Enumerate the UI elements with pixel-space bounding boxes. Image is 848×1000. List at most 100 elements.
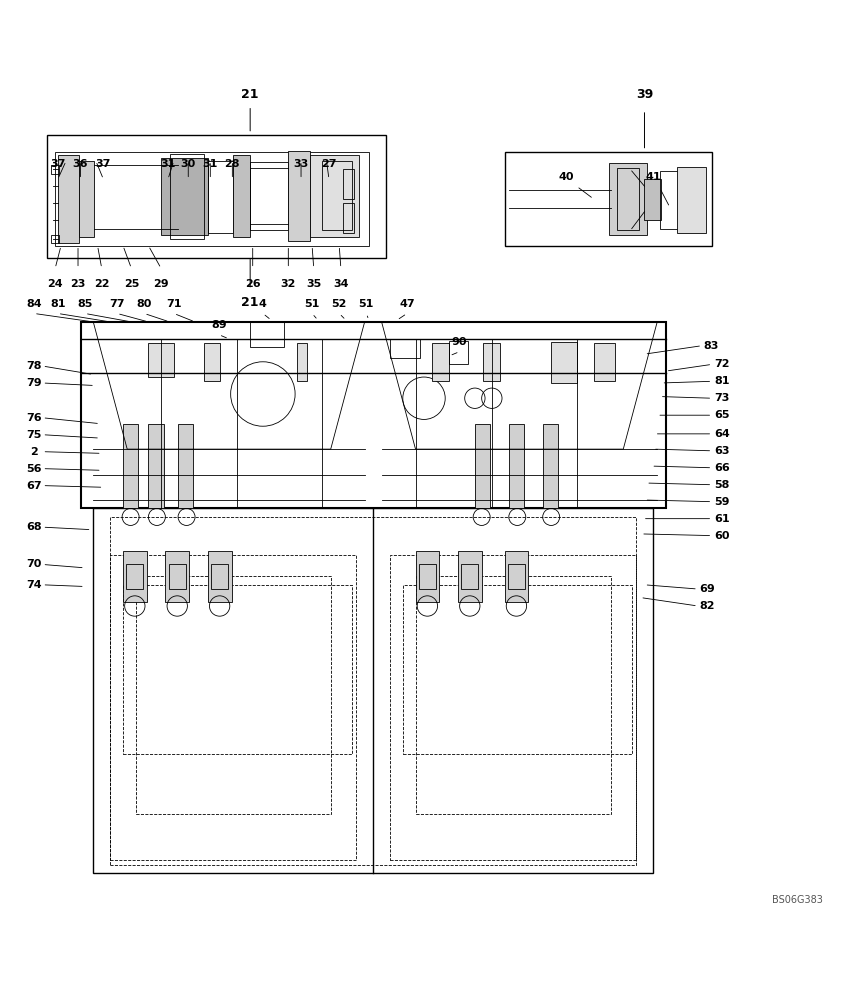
Text: 75: 75 xyxy=(26,430,42,440)
Bar xyxy=(660,171,678,229)
Text: 63: 63 xyxy=(714,446,729,456)
Text: 32: 32 xyxy=(281,279,296,289)
Text: 65: 65 xyxy=(714,410,729,420)
Text: 31: 31 xyxy=(160,159,176,169)
Bar xyxy=(458,551,482,602)
Bar xyxy=(609,163,647,235)
Text: BS06G383: BS06G383 xyxy=(772,895,823,905)
Bar xyxy=(126,564,143,589)
Text: 21: 21 xyxy=(242,296,259,309)
Text: 37: 37 xyxy=(96,159,111,169)
Bar xyxy=(390,555,636,860)
Text: 68: 68 xyxy=(26,522,42,532)
Text: 36: 36 xyxy=(73,159,88,169)
Bar xyxy=(475,424,490,508)
Text: 4: 4 xyxy=(259,299,267,309)
Text: 78: 78 xyxy=(26,361,42,371)
Bar xyxy=(644,179,661,220)
Bar xyxy=(449,341,468,364)
Bar xyxy=(148,343,174,377)
Text: 82: 82 xyxy=(700,601,715,611)
Bar xyxy=(508,564,525,589)
Bar xyxy=(509,424,524,508)
Bar xyxy=(250,322,284,347)
Text: 47: 47 xyxy=(399,299,415,309)
Bar xyxy=(161,158,208,235)
Bar xyxy=(297,343,307,381)
Text: 28: 28 xyxy=(225,159,240,169)
Text: 30: 30 xyxy=(181,159,196,169)
Text: 77: 77 xyxy=(109,299,125,309)
Bar xyxy=(250,162,288,230)
Bar xyxy=(204,343,220,381)
Text: 61: 61 xyxy=(714,514,729,524)
Bar xyxy=(93,508,653,873)
Text: 29: 29 xyxy=(153,279,169,289)
Text: 90: 90 xyxy=(452,337,467,347)
Bar xyxy=(419,564,436,589)
Bar xyxy=(288,151,310,241)
Bar xyxy=(79,161,94,237)
Text: 23: 23 xyxy=(70,279,86,289)
Text: 83: 83 xyxy=(704,341,719,351)
Text: 85: 85 xyxy=(77,299,92,309)
Text: 81: 81 xyxy=(50,299,65,309)
Text: 59: 59 xyxy=(714,497,729,507)
Bar xyxy=(178,424,193,508)
Bar xyxy=(343,203,354,233)
Bar xyxy=(123,585,352,754)
Bar xyxy=(617,168,639,230)
Text: 52: 52 xyxy=(332,299,347,309)
Text: 37: 37 xyxy=(50,159,65,169)
Bar xyxy=(208,551,232,602)
Text: 25: 25 xyxy=(124,279,139,289)
Bar xyxy=(416,551,439,602)
Text: 51: 51 xyxy=(304,299,320,309)
Bar xyxy=(505,152,712,246)
Text: 21: 21 xyxy=(242,88,259,101)
Text: 89: 89 xyxy=(211,320,226,330)
Text: 81: 81 xyxy=(714,376,729,386)
Bar xyxy=(416,576,611,814)
Text: 34: 34 xyxy=(333,279,349,289)
Text: 84: 84 xyxy=(26,299,42,309)
Bar xyxy=(47,135,386,258)
Text: 80: 80 xyxy=(137,299,152,309)
Bar xyxy=(322,161,352,230)
Bar xyxy=(551,342,577,383)
Bar xyxy=(110,555,356,860)
Text: 39: 39 xyxy=(636,88,653,101)
Text: 22: 22 xyxy=(94,279,109,289)
Text: 72: 72 xyxy=(714,359,729,369)
Text: 79: 79 xyxy=(26,378,42,388)
Bar xyxy=(123,551,147,602)
Text: 27: 27 xyxy=(321,159,337,169)
Bar xyxy=(170,154,204,239)
Bar xyxy=(51,235,59,243)
Bar xyxy=(110,517,636,865)
Bar xyxy=(51,165,59,174)
Text: 31: 31 xyxy=(203,159,218,169)
Text: 60: 60 xyxy=(714,531,729,541)
Text: 35: 35 xyxy=(306,279,321,289)
Bar xyxy=(505,551,528,602)
Bar xyxy=(233,155,250,237)
Text: 24: 24 xyxy=(47,279,63,289)
Text: 69: 69 xyxy=(700,584,716,594)
Bar xyxy=(594,343,615,381)
Bar xyxy=(148,424,164,508)
Text: 73: 73 xyxy=(714,393,729,403)
Text: 40: 40 xyxy=(559,172,574,182)
Text: 70: 70 xyxy=(26,559,42,569)
Text: 41: 41 xyxy=(645,172,661,182)
Bar xyxy=(208,161,233,233)
Text: 74: 74 xyxy=(26,580,42,590)
Text: 51: 51 xyxy=(359,299,374,309)
Bar xyxy=(211,564,228,589)
Bar xyxy=(123,424,138,508)
Text: 56: 56 xyxy=(26,464,42,474)
Bar xyxy=(310,155,359,237)
Bar xyxy=(55,152,369,246)
Bar xyxy=(432,343,449,381)
Bar xyxy=(58,155,79,243)
